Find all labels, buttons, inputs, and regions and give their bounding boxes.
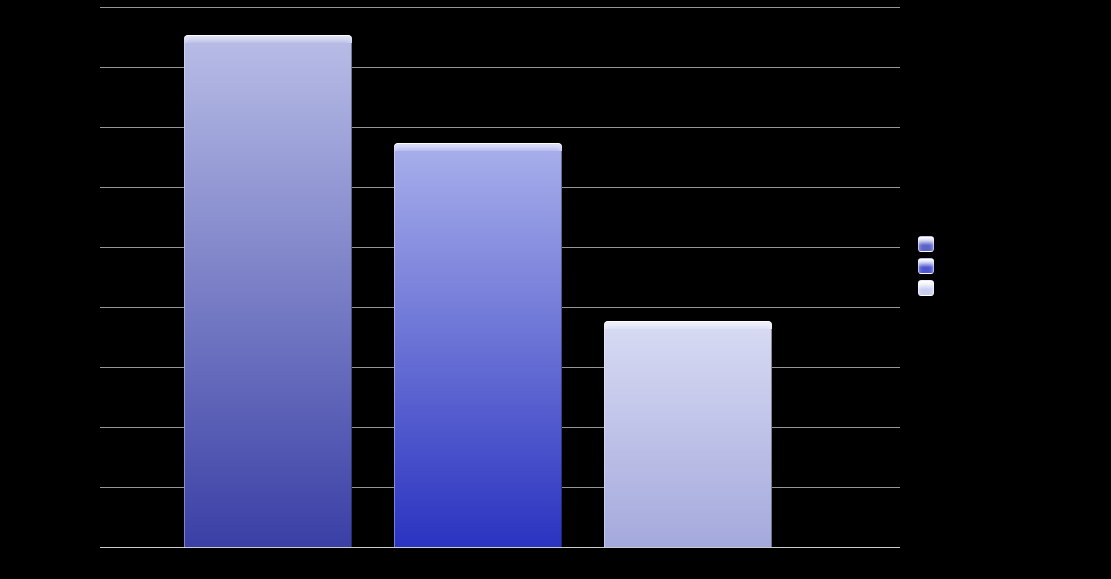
legend-swatch-icon — [918, 280, 934, 296]
bars-layer — [100, 8, 900, 548]
bar-series-1 — [184, 35, 352, 548]
bar-series-3 — [604, 321, 772, 548]
chart-stage — [0, 0, 1111, 579]
bar-body — [394, 149, 562, 548]
x-axis — [100, 547, 900, 548]
bar-series-2 — [394, 143, 562, 548]
bar-top — [394, 143, 562, 151]
bar-body — [604, 327, 772, 548]
legend-swatch-icon — [918, 236, 934, 252]
legend-item-1 — [918, 236, 942, 252]
bar-body — [184, 41, 352, 548]
bar-top — [184, 35, 352, 43]
legend — [918, 230, 942, 302]
legend-item-2 — [918, 258, 942, 274]
legend-swatch-icon — [918, 258, 934, 274]
bar-top — [604, 321, 772, 329]
plot-area — [100, 8, 900, 548]
legend-item-3 — [918, 280, 942, 296]
